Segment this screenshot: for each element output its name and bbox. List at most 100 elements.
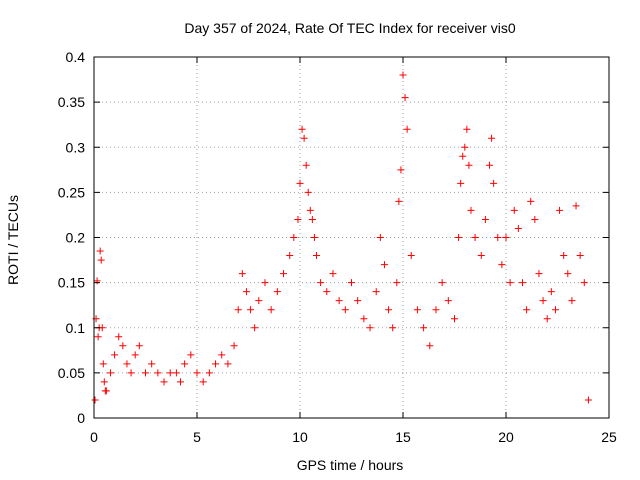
data-point — [407, 252, 415, 260]
plot-frame — [93, 56, 610, 419]
data-point — [172, 369, 180, 377]
data-point — [335, 297, 343, 305]
data-point — [304, 188, 312, 196]
data-point — [432, 306, 440, 314]
data-point — [181, 360, 189, 368]
data-point — [115, 333, 123, 341]
y-tick-label: 0.1 — [66, 320, 86, 336]
data-point — [100, 378, 108, 386]
data-point — [96, 247, 104, 255]
data-point — [142, 369, 149, 377]
chart-title: Day 357 of 2024, Rate Of TEC Index for r… — [184, 20, 515, 36]
data-point — [247, 306, 255, 314]
data-point — [494, 234, 502, 241]
data-point — [413, 306, 421, 314]
data-point — [102, 387, 110, 395]
data-point — [286, 252, 294, 260]
data-point — [459, 152, 467, 160]
x-tick-label: 0 — [90, 429, 98, 445]
data-point — [498, 261, 506, 269]
data-point — [242, 288, 250, 296]
data-point — [518, 279, 526, 287]
data-point — [294, 215, 302, 223]
data-point — [280, 270, 288, 278]
x-tick-label: 15 — [395, 429, 411, 445]
y-tick-label: 0.3 — [66, 139, 86, 155]
y-tick-label: 0.2 — [66, 230, 86, 246]
y-tick-label: 0.4 — [66, 49, 86, 65]
data-point — [385, 306, 393, 314]
data-point — [463, 125, 471, 133]
data-point — [376, 234, 384, 241]
data-point — [154, 369, 162, 377]
data-point — [488, 134, 496, 142]
data-point — [580, 279, 588, 287]
data-point — [296, 179, 304, 187]
data-point — [106, 369, 114, 377]
data-point — [426, 342, 434, 350]
data-point — [148, 360, 156, 368]
grid — [94, 57, 609, 418]
data-point — [135, 342, 143, 350]
data-point — [490, 179, 498, 187]
data-point — [354, 297, 362, 305]
data-point — [267, 306, 275, 314]
data-point — [298, 125, 306, 133]
y-tick-label: 0.05 — [58, 365, 85, 381]
y-axis-label: ROTI / TECUs — [5, 195, 21, 285]
data-point — [514, 224, 522, 232]
data-point — [393, 279, 401, 287]
data-point — [395, 197, 403, 205]
x-tick-label: 5 — [193, 429, 201, 445]
data-point — [341, 306, 349, 314]
data-point — [461, 143, 469, 151]
data-point — [547, 288, 555, 296]
data-point — [123, 360, 131, 368]
data-point — [212, 360, 220, 368]
data-point — [261, 279, 269, 287]
data-point — [302, 161, 310, 169]
data-point — [308, 215, 316, 223]
data-point — [477, 252, 485, 260]
data-point — [506, 279, 514, 287]
data-point — [329, 270, 337, 278]
data-point — [572, 202, 580, 210]
data-point — [97, 256, 105, 264]
data-point — [310, 234, 318, 241]
data-point — [360, 315, 368, 323]
data-point — [372, 288, 380, 296]
data-point — [127, 369, 135, 377]
data-point — [556, 206, 564, 214]
data-point — [177, 378, 185, 386]
data-point — [568, 297, 576, 305]
x-axis-label: GPS time / hours — [297, 457, 404, 473]
data-point — [166, 369, 174, 377]
data-point — [131, 351, 139, 359]
data-point — [366, 324, 374, 332]
data-point — [218, 351, 226, 359]
data-point — [438, 279, 446, 287]
data-point — [481, 215, 489, 223]
data-point — [93, 277, 101, 285]
data-point — [543, 315, 551, 323]
data-point — [234, 306, 242, 314]
data-point — [111, 351, 119, 359]
data-point — [380, 261, 388, 269]
data-point — [523, 306, 531, 314]
data-point — [560, 252, 568, 260]
data-point — [403, 125, 411, 133]
data-point — [199, 378, 207, 386]
data-point — [510, 206, 518, 214]
y-tick-label: 0.25 — [58, 184, 85, 200]
data-point — [455, 234, 463, 241]
y-tick-label: 0 — [77, 410, 85, 426]
data-point — [99, 360, 107, 368]
data-point — [420, 324, 428, 332]
data-point — [255, 297, 263, 305]
data-point — [91, 396, 99, 404]
data-point — [465, 161, 473, 169]
data-point — [502, 234, 510, 241]
data-point — [584, 396, 592, 404]
data-point — [389, 324, 397, 332]
